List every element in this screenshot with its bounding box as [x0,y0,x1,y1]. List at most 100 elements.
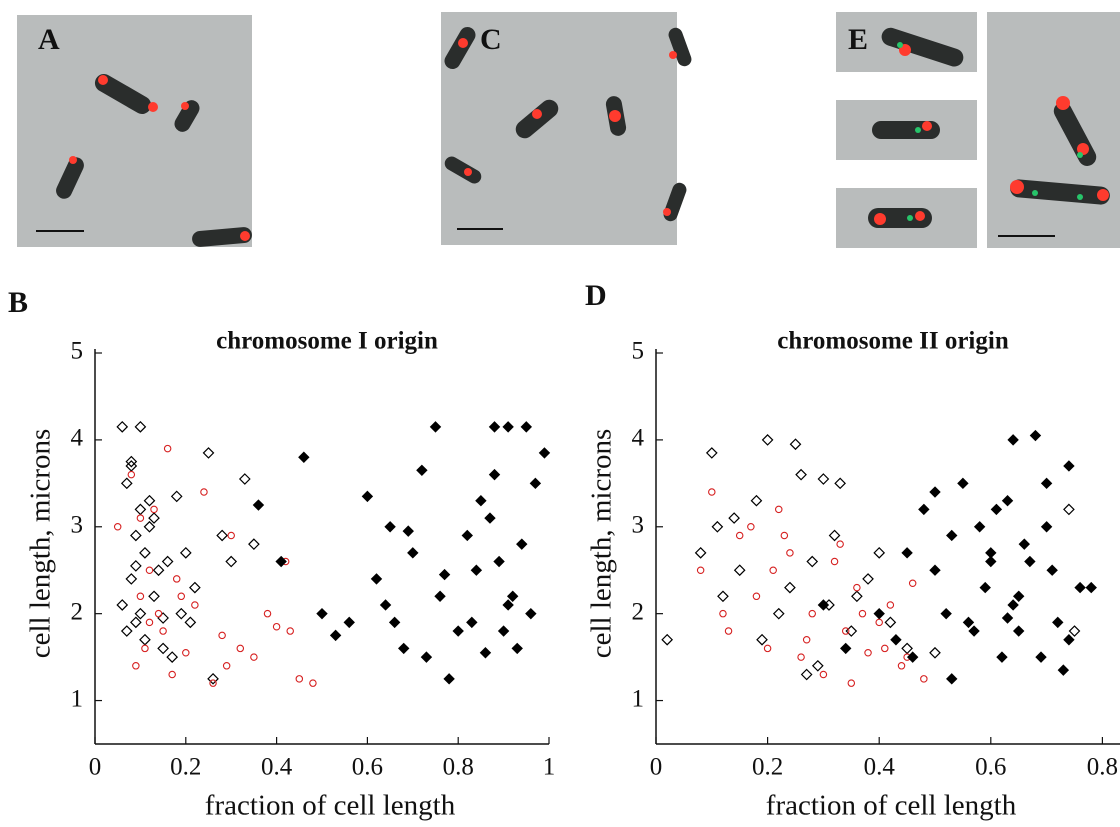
point [752,592,761,601]
point [897,662,906,670]
point [407,547,419,559]
point [862,573,874,585]
point [370,573,383,585]
point [141,644,149,653]
point [1040,521,1053,533]
point [817,599,830,611]
point [222,662,231,670]
point [661,633,674,646]
point [784,581,796,594]
point [252,499,265,511]
x-tick-label: 0.6 [975,754,1006,781]
point [873,546,886,559]
point [1052,616,1064,629]
point [1046,564,1058,576]
point [157,642,169,655]
x-tick-label: 0.6 [352,754,383,781]
point [962,616,975,629]
point [841,627,850,635]
point [488,421,501,433]
point [1063,460,1075,472]
point [216,529,228,542]
point [250,653,258,661]
point [763,644,772,653]
point [780,531,789,540]
point [806,555,819,568]
point [858,609,867,618]
y-tick-label: 5 [71,338,84,365]
point [819,670,828,679]
point [733,564,746,577]
point [479,647,492,659]
point [398,642,410,655]
x-tick-label: 0.2 [752,754,783,781]
point [1035,651,1047,663]
point [148,512,160,524]
point [207,672,219,685]
point [132,662,140,670]
point [1029,429,1042,442]
point [1057,664,1070,676]
point [218,631,226,640]
point [769,566,777,574]
point [985,555,997,568]
x-axis-label: fraction of cell length [766,790,1017,822]
point [200,488,208,496]
point [136,514,145,522]
point [416,464,428,477]
point [756,633,768,646]
point [488,468,501,481]
micrograph-c [441,12,692,245]
point [957,477,969,490]
point [161,555,174,568]
panel-label: E [848,23,868,56]
point [298,451,310,463]
point [881,644,889,653]
point [747,523,755,531]
point [795,468,807,481]
point [145,566,154,574]
point [452,625,464,637]
point [761,434,774,446]
point [708,488,716,496]
point [834,477,846,490]
point [170,490,183,503]
point [130,560,142,572]
point [143,520,156,533]
point [182,649,190,657]
micrograph-a [17,15,252,247]
panel-label: B [8,286,28,319]
point [148,590,160,603]
y-tick-label: 2 [71,598,84,625]
point [979,581,991,594]
y-tick-label: 1 [632,685,645,712]
point [189,581,201,594]
point [929,564,941,576]
point [134,421,147,433]
point [166,651,179,663]
point [1012,625,1025,637]
point [929,486,941,498]
point [719,609,727,618]
x-tick-label: 0 [650,754,663,781]
point [985,547,997,559]
chart-title: chromosome II origin [777,328,1009,355]
point [851,590,863,603]
point [775,505,783,514]
point [800,668,813,681]
point [694,546,707,559]
point [209,679,217,687]
point [797,653,805,661]
y-axis-label: cell length, microns [586,429,618,659]
point [1074,581,1086,594]
point [402,525,414,537]
point [901,547,913,559]
point [828,529,841,542]
y-tick-label: 4 [632,425,645,452]
point [139,546,151,559]
point [152,564,165,577]
point [817,473,830,485]
panel-label: A [38,23,60,56]
point [906,651,919,663]
